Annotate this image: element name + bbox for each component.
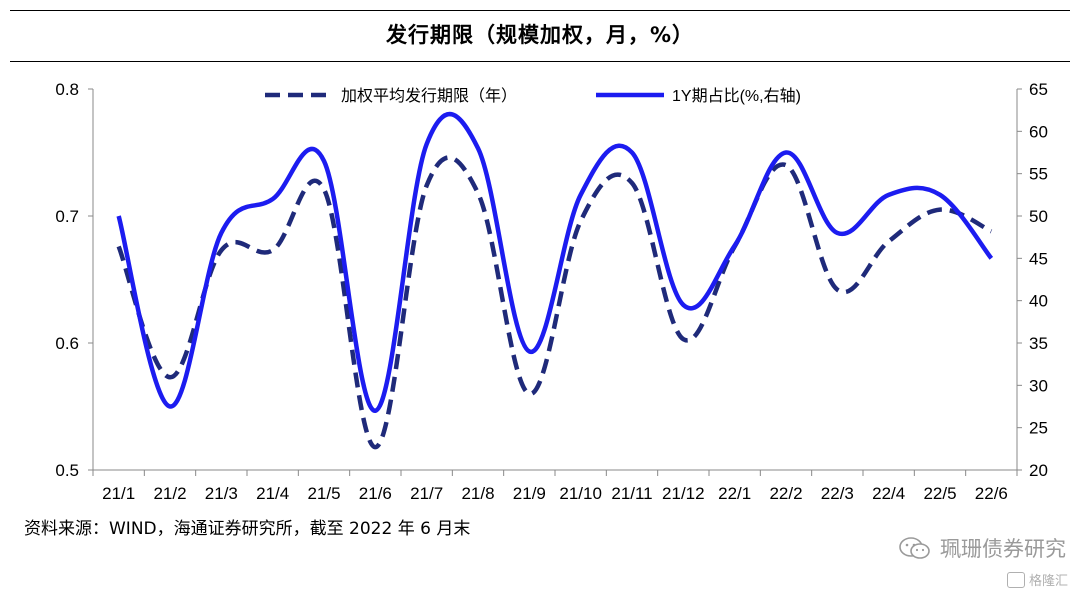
legend-label: 加权平均发行期限（年） <box>341 87 517 105</box>
x-tick-label: 21/4 <box>256 484 289 503</box>
right-tick-label: 55 <box>1029 165 1048 184</box>
x-tick-label: 21/5 <box>307 484 340 503</box>
left-tick-label: 0.6 <box>55 334 79 353</box>
source-note: 资料来源：WIND，海通证券研究所，截至 2022 年 6 月末 <box>24 519 471 539</box>
data-point <box>219 231 223 235</box>
data-point <box>938 208 942 212</box>
data-point <box>887 239 891 243</box>
x-tick-label: 21/12 <box>662 484 705 503</box>
x-tick-label: 21/10 <box>559 484 602 503</box>
data-point <box>835 231 839 235</box>
data-point <box>425 142 429 146</box>
right-tick-label: 40 <box>1029 292 1048 311</box>
x-tick-label: 21/1 <box>102 484 135 503</box>
x-tick-label: 22/4 <box>872 484 905 503</box>
data-point <box>527 349 531 353</box>
title-rule <box>10 61 1070 62</box>
data-point <box>681 337 685 341</box>
right-tick-label: 65 <box>1029 80 1048 99</box>
data-point <box>989 256 993 260</box>
data-point <box>733 244 737 248</box>
top-rule <box>10 10 1070 11</box>
series-line-1y-share <box>116 111 994 413</box>
x-tick-label: 22/3 <box>821 484 854 503</box>
x-tick-label: 21/6 <box>359 484 392 503</box>
data-point <box>322 187 326 191</box>
left-tick-label: 0.7 <box>55 207 79 226</box>
data-point <box>835 288 839 292</box>
data-point <box>630 151 634 155</box>
right-tick-label: 60 <box>1029 122 1048 141</box>
data-point <box>219 248 223 252</box>
data-point <box>271 248 275 252</box>
x-tick-label: 21/9 <box>513 484 546 503</box>
data-point <box>579 193 583 197</box>
brand: 珮珊债券研究 <box>898 533 1066 563</box>
data-point <box>271 197 275 201</box>
legend-label: 1Y期占比(%,右轴) <box>672 87 801 105</box>
x-tick-label: 22/2 <box>769 484 802 503</box>
data-point <box>476 191 480 195</box>
right-tick-label: 20 <box>1029 461 1048 480</box>
series-line-avg-tenor <box>116 155 993 450</box>
chart-title: 发行期限（规模加权，月，%） <box>385 23 695 47</box>
x-tick-label: 21/8 <box>461 484 494 503</box>
right-tick-label: 30 <box>1029 376 1048 395</box>
watermark-text: 格隆汇 <box>1028 574 1068 589</box>
data-point <box>527 392 531 396</box>
x-tick-label: 22/6 <box>975 484 1008 503</box>
data-point <box>322 159 326 163</box>
data-point <box>117 214 121 218</box>
wechat-icon <box>899 537 930 559</box>
data-point <box>630 181 634 185</box>
x-tick-label: 22/5 <box>923 484 956 503</box>
right-tick-label: 35 <box>1029 334 1048 353</box>
chart: 0.5 0.6 0.7 0.8 20 25 30 35 40 45 50 55 60 65 21/1 21/2… <box>55 80 1048 503</box>
data-point <box>784 151 788 155</box>
x-tick-label: 21/11 <box>611 484 652 503</box>
x-tick-label: 21/2 <box>153 484 186 503</box>
right-tick-label: 50 <box>1029 207 1048 226</box>
right-tick-label: 45 <box>1029 249 1048 268</box>
data-point <box>938 193 942 197</box>
watermark: 格隆汇 <box>1006 570 1068 589</box>
watermark-logo-icon <box>1006 571 1025 588</box>
data-point <box>168 375 172 379</box>
left-tick-label: 0.8 <box>55 80 79 99</box>
data-point <box>117 244 121 248</box>
right-tick-label: 25 <box>1029 419 1048 438</box>
brand-name: 珮珊债券研究 <box>940 537 1066 561</box>
data-point <box>784 163 788 167</box>
data-point <box>989 229 993 233</box>
x-tick-label: 21/7 <box>410 484 443 503</box>
data-point <box>168 405 172 409</box>
x-tick-label: 22/1 <box>718 484 751 503</box>
left-tick-label: 0.5 <box>55 461 79 480</box>
data-point <box>681 303 685 307</box>
data-point <box>887 193 891 197</box>
data-point <box>476 146 480 150</box>
data-point <box>373 409 377 413</box>
data-point <box>425 184 429 188</box>
x-tick-label: 21/3 <box>205 484 238 503</box>
data-point <box>579 219 583 223</box>
data-point <box>373 445 377 449</box>
